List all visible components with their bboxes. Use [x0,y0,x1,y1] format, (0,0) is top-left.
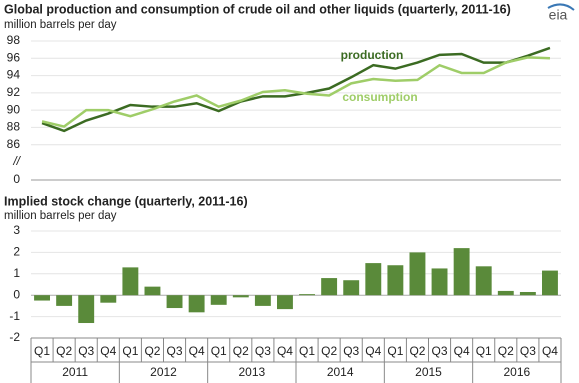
x-group-label: 2014 [327,365,354,379]
y-tick-label: 3 [13,223,20,237]
x-tick-label: Q3 [432,344,448,358]
y-tick-label: 94 [7,68,21,82]
bar [475,266,492,296]
bar [277,295,293,310]
x-group-label: 2016 [503,365,530,379]
x-tick-label: Q3 [167,344,183,358]
logo-arc [547,3,575,11]
x-tick-label: Q1 [211,344,227,358]
bar [409,252,426,296]
logo: eia [547,3,575,23]
x-tick-label: Q3 [78,344,94,358]
bar [497,290,514,296]
x-tick-label: Q3 [255,344,271,358]
bar [78,295,95,324]
legend-label: production [341,48,404,62]
x-tick-label: Q1 [299,344,315,358]
series-line [41,46,551,133]
x-tick-label: Q4 [189,344,205,358]
x-group-label: 2011 [62,365,88,379]
chart-subtitle: million barrels per day [4,210,117,222]
bar [188,295,205,313]
y-tick-label: 92 [7,85,21,99]
bar [100,295,117,303]
y-tick-label: 0 [13,287,20,301]
x-tick-label: Q1 [387,344,403,358]
x-tick-label: Q2 [321,344,337,358]
x-tick-label: Q4 [365,344,381,358]
x-tick-label: Q3 [520,344,536,358]
bar [343,280,360,296]
logo-text: eia [549,7,568,23]
x-group-label: 2013 [238,365,265,379]
x-tick-label: Q2 [409,344,425,358]
bar [144,286,161,296]
x-tick-label: Q2 [56,344,72,358]
x-tick-label: Q4 [542,344,558,358]
chart-title: Global production and consumption of cru… [4,2,511,16]
bar [34,295,50,301]
y-tick-label: -1 [9,309,20,323]
bar [542,270,558,296]
x-tick-label: Q2 [498,344,514,358]
bar [365,263,382,296]
y-tick-label: // [12,154,21,168]
y-tick-label: 98 [7,33,21,47]
chart-title: Implied stock change (quarterly, 2011-16… [4,194,248,208]
x-tick-label: Q1 [122,344,138,358]
x-tick-label: Q4 [277,344,293,358]
y-tick-label: 0 [13,172,20,186]
bar [210,295,227,305]
x-group-label: 2015 [415,365,442,379]
bar [122,267,139,296]
x-tick-label: Q3 [343,344,359,358]
bar [232,295,249,298]
x-tick-label: Q4 [100,344,116,358]
x-tick-label: Q1 [34,344,50,358]
x-tick-label: Q1 [476,344,492,358]
bar [254,295,271,306]
legend-label: consumption [342,90,417,104]
y-tick-label: 96 [7,50,21,64]
y-tick-label: 88 [7,120,21,134]
bar [387,265,404,296]
y-tick-label: 90 [7,102,21,116]
bar [431,268,448,296]
y-tick-label: 1 [13,266,20,280]
y-tick-label: -2 [9,330,20,344]
bar [56,295,73,306]
bar [321,278,338,296]
bar [519,291,536,296]
x-tick-label: Q2 [144,344,160,358]
y-tick-label: 2 [13,245,20,259]
bar [453,248,470,296]
series-line [41,56,551,128]
x-group-label: 2012 [150,365,177,379]
x-tick-label: Q4 [454,344,470,358]
y-tick-label: 86 [7,137,21,151]
bar [299,294,315,296]
chart-subtitle: million barrels per day [4,19,117,31]
bar [166,295,183,309]
x-tick-label: Q2 [233,344,249,358]
